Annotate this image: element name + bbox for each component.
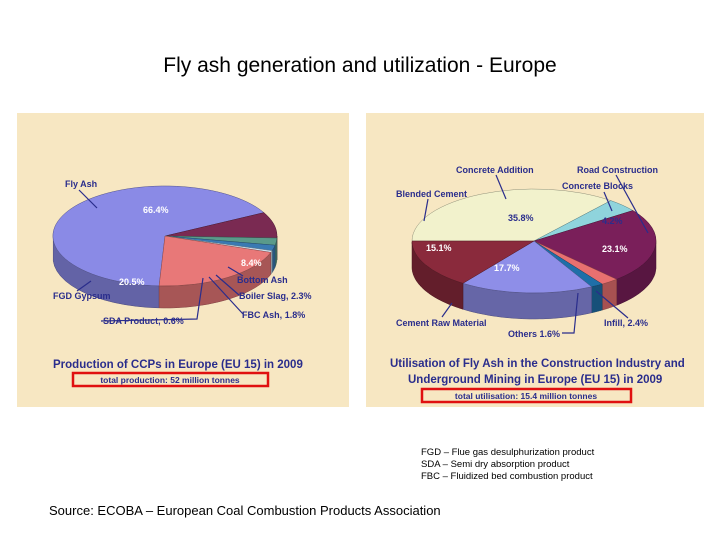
leader-lines-right <box>423 174 649 334</box>
value-concrete-blocks: 4.2% <box>602 216 623 226</box>
abbrev-fgd: FGD – Flue gas desulphurization product <box>421 447 595 458</box>
util-pie-slice-2 <box>533 210 657 280</box>
value-fgd-gypsum: 20.5% <box>119 277 145 287</box>
ccp-production-chart: Fly Ash Bottom Ash FGD Gypsum Boiler Sla… <box>17 113 349 407</box>
label-boiler-slag: Boiler Slag, 2.3% <box>239 291 312 301</box>
total-utilisation-box <box>420 387 633 404</box>
label-fbc-ash: FBC Ash, 1.8% <box>242 310 305 320</box>
utilisation-title-line1: Utilisation of Fly Ash in the Constructi… <box>390 358 685 370</box>
value-fly-ash: 66.4% <box>143 205 169 215</box>
label-blended-cement: Blended Cement <box>396 189 467 199</box>
ccp-pie-slice-5 <box>158 235 272 287</box>
label-road-construction: Road Construction <box>577 165 658 175</box>
util-pie-slice-6 <box>411 240 535 284</box>
fly-ash-utilisation-chart: Concrete Addition Road Construction Conc… <box>366 113 704 407</box>
abbrev-sda: SDA – Semi dry absorption product <box>421 459 570 470</box>
value-blended-cement: 15.1% <box>426 243 452 253</box>
label-fly-ash: Fly Ash <box>65 179 97 189</box>
ccp-pie-svg: Fly Ash Bottom Ash FGD Gypsum Boiler Sla… <box>52 179 312 388</box>
label-infill: Infill, 2.4% <box>604 318 648 328</box>
util-pie-side-3 <box>601 278 617 311</box>
abbrev-fbc: FBC – Fluidized bed combustion product <box>421 471 593 482</box>
label-concrete-blocks: Concrete Blocks <box>562 181 633 191</box>
total-production-text: total production: 52 million tonnes <box>100 375 240 385</box>
value-road-construction: 23.1% <box>602 244 628 254</box>
label-fgd-gypsum: FGD Gypsum <box>53 291 111 301</box>
utilisation-pie-svg: Concrete Addition Road Construction Conc… <box>390 165 685 404</box>
utilisation-title-line2: Underground Mining in Europe (EU 15) in … <box>408 374 662 386</box>
label-concrete-addition: Concrete Addition <box>456 165 534 175</box>
source-citation: Source: ECOBA – European Coal Combustion… <box>49 503 441 518</box>
label-sda-product: SDA Product, 0.6% <box>103 316 184 326</box>
label-bottom-ash: Bottom Ash <box>237 275 288 285</box>
util-pie-slice-5 <box>462 240 593 294</box>
value-bottom-ash: 8.4% <box>241 258 262 268</box>
util-pie-slice-0 <box>411 188 612 242</box>
util-pie-side-4 <box>591 283 603 314</box>
total-utilisation-text: total utilisation: 15.4 million tonnes <box>455 391 597 401</box>
value-cement-raw-material: 17.7% <box>494 263 520 273</box>
ccp-pie-slice-0 <box>52 185 265 287</box>
value-concrete-addition: 35.8% <box>508 213 534 223</box>
abbreviations-legend: FGD – Flue gas desulphurization product … <box>421 447 594 483</box>
slide-title: Fly ash generation and utilization - Eur… <box>163 54 557 77</box>
leader-lines <box>76 189 244 322</box>
label-cement-raw-material: Cement Raw Material <box>396 318 487 328</box>
total-production-box <box>71 371 270 388</box>
ccp-chart-title: Production of CCPs in Europe (EU 15) in … <box>53 359 303 371</box>
label-others: Others 1.6% <box>508 329 560 339</box>
